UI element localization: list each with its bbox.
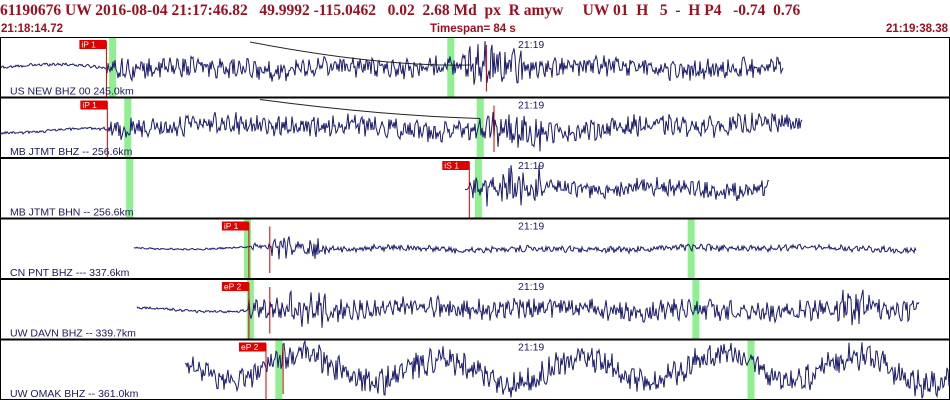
- phase-pick-flag[interactable]: [442, 161, 470, 170]
- phase-pick-flag[interactable]: [79, 40, 107, 49]
- arrival-highlight: [244, 219, 251, 278]
- phase-pick-flag[interactable]: [221, 282, 249, 291]
- waveform-trace: [0, 41, 784, 85]
- phase-pick-label: iS 1: [444, 161, 459, 171]
- station-channel-label: US NEW BHZ 00 245.0km: [10, 86, 134, 98]
- panel-frame: [0, 218, 950, 279]
- event-summary-line: 61190676 UW 2016-08-04 21:17:46.82 49.99…: [0, 2, 801, 19]
- minute-tick-label: 21:19: [518, 221, 544, 233]
- window-start-time: 21:18:14.72: [1, 23, 64, 35]
- arrival-highlight: [275, 340, 283, 399]
- timespan-label: Timespan= 84 s: [430, 23, 516, 35]
- seismogram-canvas[interactable]: iP 1 21:19 US NEW BHZ 00 245.0km iP 1 21:19 M…: [0, 37, 950, 400]
- station-channel-label: MB JTMT BHN -- 256.6km: [10, 207, 134, 219]
- channel-panel[interactable]: eP 2 21:19 UW DAVN BHZ -- 339.7km: [0, 279, 950, 340]
- arrival-highlight: [474, 159, 482, 218]
- channel-panel[interactable]: iP 1 21:19 US NEW BHZ 00 245.0km: [0, 37, 950, 98]
- phase-pick-label: iP 1: [224, 221, 239, 231]
- waveform-trace: [0, 111, 803, 152]
- minute-tick-label: 21:19: [518, 160, 544, 172]
- phase-pick-label: iP 1: [82, 100, 97, 110]
- minute-tick-label: 21:19: [518, 100, 544, 112]
- minute-tick-label: 21:19: [518, 281, 544, 293]
- station-channel-label: UW OMAK BHZ -- 361.0km: [10, 388, 139, 400]
- waveform-trace: [464, 165, 770, 207]
- travel-time-curve: [249, 41, 481, 119]
- arrival-highlight: [447, 38, 455, 97]
- channel-panel[interactable]: iP 1 21:19 CN PNT BHZ --- 337.6km: [0, 218, 950, 279]
- phase-pick-label: iP 1: [81, 40, 96, 50]
- phase-pick-label: eP 2: [224, 282, 242, 292]
- waveform-trace: [136, 289, 920, 328]
- channel-panel[interactable]: eP 2 21:19 UW OMAK BHZ -- 361.0km: [0, 339, 950, 400]
- waveform-trace: [133, 236, 917, 260]
- arrival-highlight: [124, 98, 132, 157]
- station-channel-label: MB JTMT BHZ -- 256.6km: [10, 146, 133, 158]
- waveform-trace: [184, 339, 950, 399]
- phase-pick-flag[interactable]: [221, 221, 249, 231]
- phase-pick-label: eP 2: [241, 342, 259, 352]
- arrival-highlight: [246, 280, 254, 339]
- minute-tick-label: 21:19: [518, 39, 544, 51]
- seismogram-panels[interactable]: iP 1 21:19 US NEW BHZ 00 245.0km iP 1 21:19 M…: [0, 37, 950, 400]
- event-header: 61190676 UW 2016-08-04 21:17:46.82 49.99…: [0, 0, 950, 22]
- channel-panel[interactable]: iP 1 21:19 MB JTMT BHZ -- 256.6km: [0, 97, 950, 158]
- minute-tick-label: 21:19: [518, 342, 544, 354]
- phase-pick-flag[interactable]: [80, 100, 108, 110]
- phase-pick-flag[interactable]: [239, 342, 266, 352]
- arrival-highlight: [126, 159, 134, 218]
- panel-frame: [0, 279, 950, 340]
- arrival-highlight: [747, 340, 755, 399]
- window-end-time: 21:19:38.38: [885, 23, 948, 35]
- time-axis-header: 21:18:14.72 Timespan= 84 s 21:19:38.38: [0, 22, 950, 36]
- station-channel-label: CN PNT BHZ --- 337.6km: [10, 267, 130, 279]
- channel-panel[interactable]: iS 1 21:19 MB JTMT BHN -- 256.6km: [0, 158, 950, 219]
- station-channel-label: UW DAVN BHZ -- 339.7km: [10, 328, 136, 340]
